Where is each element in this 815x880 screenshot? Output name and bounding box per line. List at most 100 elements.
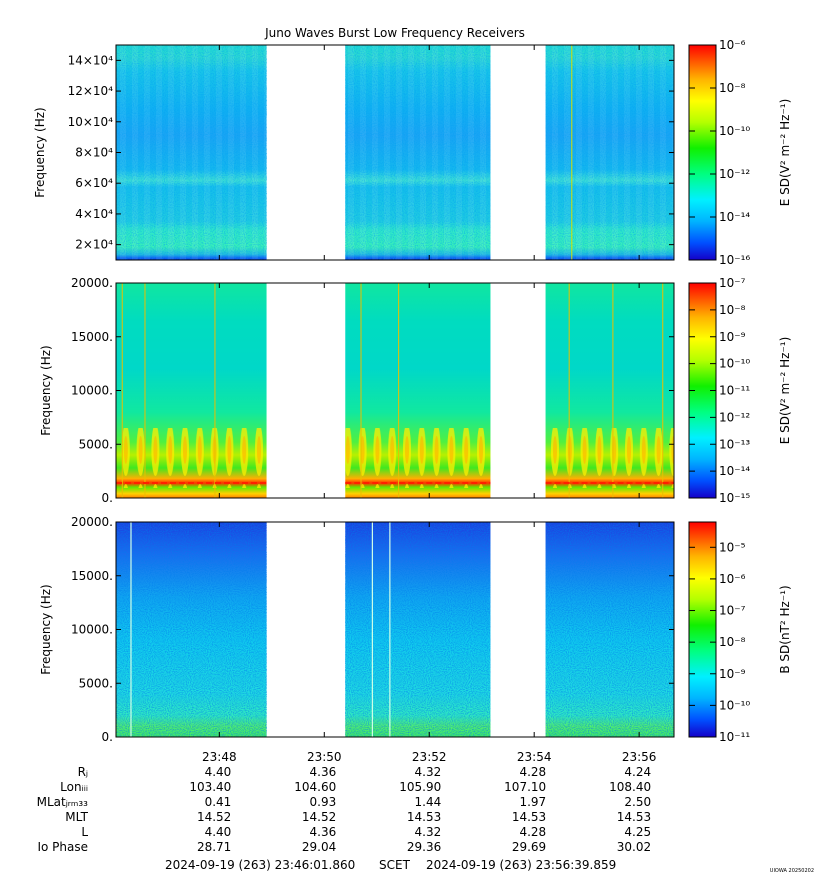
ephemeris-value: 4.40 [205,825,232,839]
x-tick-label: 23:50 [307,750,342,764]
y-axis-label: Frequency (Hz) [33,107,47,198]
ephemeris-value: 104.60 [294,780,336,794]
colorbar-p1: 10⁻⁶ 10⁻⁸ 10⁻¹⁰ 10⁻¹² 10⁻¹⁴ 10⁻¹⁶ E SD(V² m⁻² … [688,38,792,267]
ephemeris-value: 29.04 [302,840,336,854]
noise-texture [345,45,491,260]
y-tick-label: 12×10⁴ [68,84,114,98]
colorbar-tick-label: 10⁻¹¹ [719,730,750,744]
ephemeris-value: 4.28 [519,825,546,839]
ephemeris-row-label: Lonᵢᵢᵢ [60,780,88,794]
ephemeris-value: 14.53 [617,810,651,824]
colorbar-tick-label: 10⁻¹⁴ [719,464,750,478]
noise-texture [345,522,491,737]
ephemeris-value: 4.40 [205,765,232,779]
ephemeris-value: 14.53 [407,810,441,824]
panel-p3: 0. 5000. 10000. 15000. 20000. Frequency (Hz) 1… [39,515,792,744]
ephemeris-row-label: MLatⱼᵣₘ₃₃ [37,795,89,809]
colorbar-tick-label: 10⁻⁶ [719,38,746,52]
ephemeris-row-label: MLT [65,810,88,824]
ephemeris-value: 4.32 [415,825,442,839]
ephemeris-value: 14.52 [197,810,231,824]
colorbar-tick-label: 10⁻¹⁰ [719,357,750,371]
ephemeris-value: 0.93 [310,795,337,809]
colorbar-tick-label: 10⁻¹⁰ [719,698,750,712]
y-tick-label: 5000. [79,437,113,451]
colorbar-tick-label: 10⁻⁶ [719,572,746,586]
y-tick-label: 20000. [71,276,113,290]
y-tick-label: 5000. [79,676,113,690]
ephemeris-value: 108.40 [609,780,651,794]
colorbar-tick-label: 10⁻⁷ [719,276,746,290]
x-tick-label: 23:56 [622,750,657,764]
colorbar-tick-label: 10⁻¹⁶ [719,253,750,267]
colorbar-label: B SD(nT² Hz⁻¹) [778,585,792,673]
panel-p2: 0. 5000. 10000. 15000. 20000. Frequency (Hz) 1… [39,276,792,505]
y-tick-label: 2×10⁴ [75,238,113,252]
ephemeris-value: 105.90 [399,780,441,794]
ephemeris-value: 14.52 [302,810,336,824]
colorbar-tick-label: 10⁻¹⁴ [719,210,750,224]
ephemeris-value: 103.40 [189,780,231,794]
colorbar-tick-label: 10⁻¹⁰ [719,124,750,138]
y-tick-label: 10000. [71,623,113,637]
y-axis-label: Frequency (Hz) [39,584,53,675]
y-tick-label: 10000. [71,384,113,398]
colorbar-tick-label: 10⁻⁸ [719,303,746,317]
colorbar-scale [688,44,717,261]
colorbar-tick-label: 10⁻¹¹ [719,384,750,398]
ephemeris-value: 28.71 [197,840,231,854]
ephemeris-value: 0.41 [205,795,232,809]
colorbar-p3: 10⁻⁵ 10⁻⁶ 10⁻⁷ 10⁻⁸ 10⁻⁹ 10⁻¹⁰ 10⁻¹¹ B SD(nT² H… [688,521,792,744]
emission-lobes [345,428,491,488]
ephemeris-value: 2.50 [624,795,651,809]
emission-lobes [116,428,267,488]
colorbar-tick-label: 10⁻¹⁵ [719,491,750,505]
ephemeris-value: 4.32 [415,765,442,779]
x-tick-label: 23:52 [412,750,447,764]
y-tick-label: 20000. [71,515,113,529]
figure-title: Juno Waves Burst Low Frequency Receivers [264,26,525,40]
footer-start-time: 2024-09-19 (263) 23:46:01.860 [165,858,355,872]
y-axis-label: Frequency (Hz) [39,345,53,436]
colorbar-tick-label: 10⁻⁹ [719,330,746,344]
ephemeris-value: 29.69 [512,840,546,854]
colorbar-tick-label: 10⁻¹² [719,410,750,424]
ephemeris-row-label: Io Phase [37,840,88,854]
ephemeris-value: 1.97 [519,795,546,809]
x-tick-label: 23:54 [517,750,552,764]
ephemeris-value: 4.28 [519,765,546,779]
y-tick-label: 15000. [71,569,113,583]
colorbar-scale [688,521,717,738]
ephemeris-value: 4.24 [624,765,651,779]
ephemeris-value: 14.53 [512,810,546,824]
ephemeris-value: 30.02 [617,840,651,854]
y-tick-label: 6×10⁴ [75,176,113,190]
ephemeris-value: 1.44 [415,795,442,809]
ephemeris-value: 29.36 [407,840,441,854]
colorbar-tick-label: 10⁻⁸ [719,635,746,649]
colorbar-p2: 10⁻⁷ 10⁻⁸ 10⁻⁹ 10⁻¹⁰ 10⁻¹¹ 10⁻¹² 10⁻¹³ 10⁻¹⁴ 10⁻… [688,276,792,505]
emission-lobes [545,428,674,488]
colorbar-tick-label: 10⁻⁷ [719,604,746,618]
ephemeris-value: 107.10 [504,780,546,794]
x-tick-label: 23:48 [202,750,237,764]
y-tick-label: 0. [102,491,113,505]
colorbar-tick-label: 10⁻⁵ [719,540,746,554]
y-tick-label: 4×10⁴ [75,207,113,221]
noise-texture [116,45,267,260]
ephemeris-row-label: Rⱼ [78,765,88,779]
x-axis-layer: 23:48 23:50 23:52 23:54 23:56 Rⱼ 4.40 4.36 4.32 4… [37,750,657,854]
ephemeris-row-label: L [81,825,88,839]
y-tick-label: 14×10⁴ [68,53,114,67]
y-tick-label: 8×10⁴ [75,146,113,160]
y-tick-label: 15000. [71,330,113,344]
ephemeris-value: 4.36 [310,765,337,779]
ephemeris-value: 4.25 [624,825,651,839]
footer-end-time: 2024-09-19 (263) 23:56:39.859 [426,858,616,872]
footer-scet-label: SCET [379,858,411,872]
colorbar-tick-label: 10⁻⁸ [719,81,746,95]
colorbar-tick-label: 10⁻¹² [719,167,750,181]
noise-texture [545,522,674,737]
colorbar-label: E SD(V² m⁻² Hz⁻¹) [778,337,792,445]
colorbar-label: E SD(V² m⁻² Hz⁻¹) [778,99,792,207]
